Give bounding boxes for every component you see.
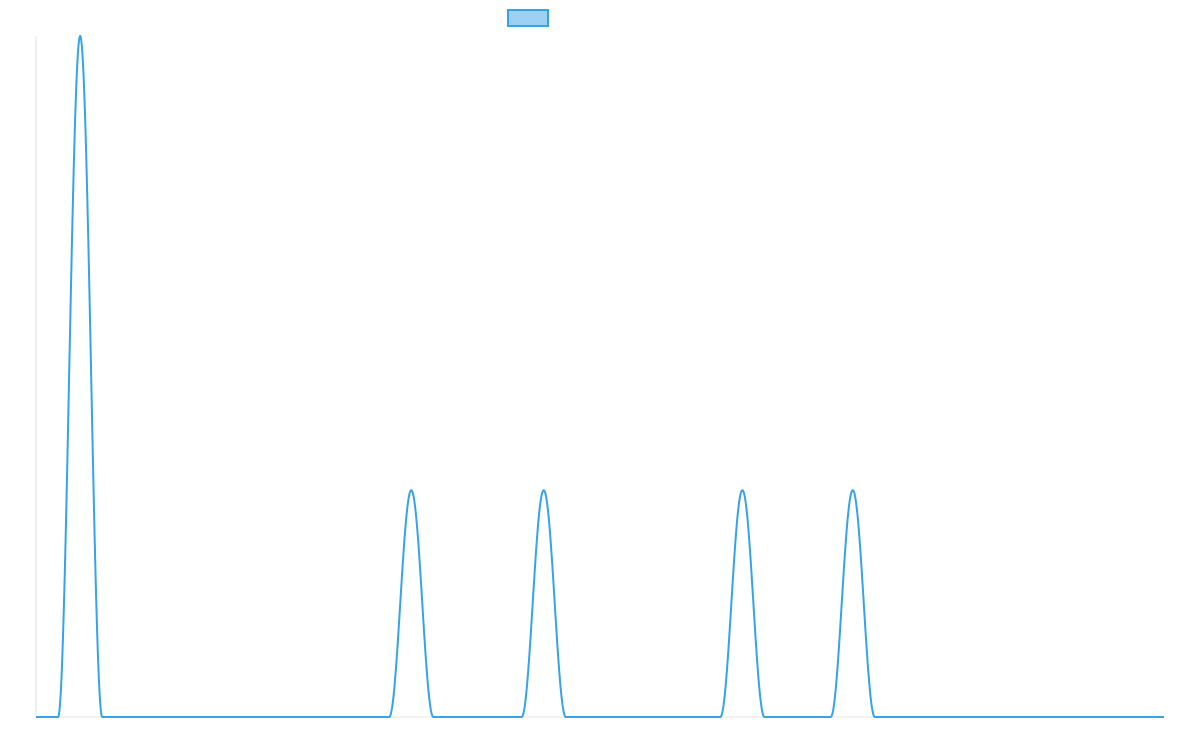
chart-legend[interactable]: [507, 9, 549, 27]
series-line-0: [35, 35, 1165, 718]
legend-swatch[interactable]: [507, 9, 549, 27]
chart-series: [35, 35, 1165, 718]
chart-axes: [35, 36, 1164, 718]
